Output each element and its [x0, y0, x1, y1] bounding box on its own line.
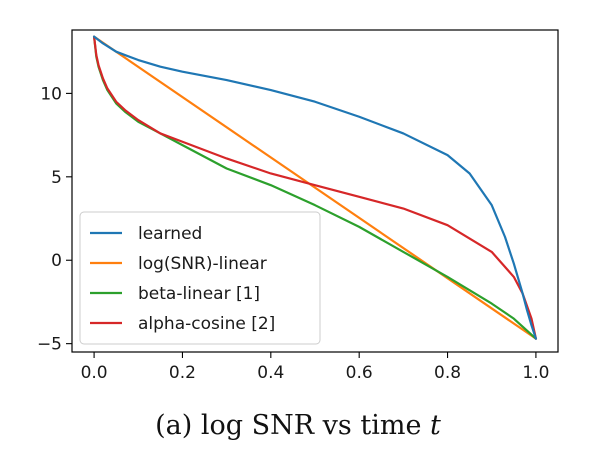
legend-entry-1: log(SNR)-linear [138, 254, 267, 274]
caption-prefix: (a) log SNR vs time [155, 410, 431, 441]
y-tick-label: 0 [51, 251, 62, 271]
series-line-0 [92, 35, 538, 340]
x-tick-label: 0.2 [169, 363, 196, 383]
legend-box [79, 211, 321, 345]
series-line-3 [92, 35, 538, 340]
plot-frame [71, 29, 559, 353]
legend-entry-2: beta-linear [1] [138, 284, 260, 304]
x-tick-label: 0.8 [434, 363, 461, 383]
series-line-1 [92, 35, 538, 340]
figure-caption: (a) log SNR vs time t [0, 410, 596, 441]
legend: learned log(SNR)-linear beta-linear [1] alp… [79, 211, 321, 345]
x-tick-label: 0.6 [346, 363, 373, 383]
plot-lines [92, 35, 538, 340]
y-axis-ticks: −5 0 5 10 [37, 84, 72, 355]
x-tick-label: 1.0 [522, 363, 549, 383]
caption-variable: t [430, 410, 441, 441]
legend-entry-0: learned [138, 224, 202, 244]
y-tick-label: −5 [37, 335, 62, 355]
y-tick-label: 10 [40, 84, 62, 104]
x-tick-label: 0.4 [257, 363, 284, 383]
legend-entry-3: alpha-cosine [2] [138, 314, 275, 334]
x-axis-ticks: 0.0 0.2 0.4 0.6 0.8 1.0 [81, 352, 549, 383]
y-tick-label: 5 [51, 168, 62, 188]
chart: 0.0 0.2 0.4 0.6 0.8 1.0 −5 0 5 10 learned log(SNR… [37, 29, 559, 383]
x-tick-label: 0.0 [81, 363, 108, 383]
